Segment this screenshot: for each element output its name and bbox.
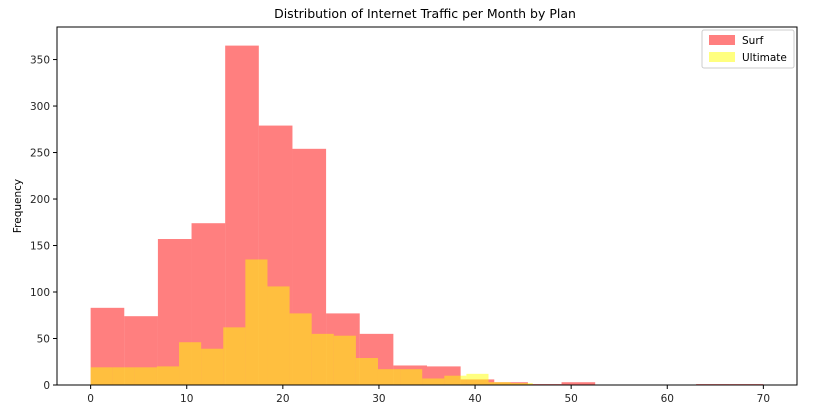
bar-ultimate-9 <box>289 313 312 385</box>
y-tick-label: 350 <box>30 55 50 67</box>
x-axis: 0 10 20 30 40 50 60 70 <box>87 385 770 405</box>
bar-ultimate-12 <box>355 358 378 385</box>
bar-ultimate-19 <box>510 383 533 385</box>
legend-swatch-ultimate <box>709 52 735 62</box>
x-tick-label: 40 <box>468 393 481 405</box>
x-tick-label: 10 <box>180 393 193 405</box>
bar-ultimate-4 <box>179 342 202 385</box>
y-tick-label: 200 <box>30 194 50 206</box>
bar-ultimate-3 <box>156 366 180 385</box>
y-tick-label: 300 <box>30 101 50 113</box>
x-tick-label: 60 <box>661 393 674 405</box>
x-tick-label: 20 <box>276 393 289 405</box>
bar-ultimate-11 <box>333 335 356 385</box>
bars-layer <box>90 45 764 386</box>
bar-ultimate-15 <box>422 378 445 385</box>
legend-label-surf: Surf <box>742 35 764 47</box>
bar-ultimate-6 <box>223 327 246 385</box>
legend: Surf Ultimate <box>701 29 795 69</box>
bar-surf-14 <box>561 382 596 385</box>
bar-ultimate-13 <box>377 369 401 385</box>
bar-ultimate-2 <box>134 367 157 385</box>
bar-ultimate-1 <box>112 367 135 385</box>
bar-ultimate-8 <box>267 286 290 385</box>
chart-title: Distribution of Internet Traffic per Mon… <box>274 6 576 21</box>
x-tick-label: 70 <box>757 393 770 405</box>
bar-ultimate-16 <box>444 375 467 385</box>
y-tick-label: 50 <box>37 334 50 346</box>
y-axis-label: Frequency <box>12 179 24 233</box>
x-tick-label: 0 <box>87 393 94 405</box>
y-tick-label: 0 <box>43 380 50 392</box>
bar-ultimate-18 <box>488 382 511 385</box>
plot-frame <box>56 26 798 386</box>
bar-ultimate-7 <box>245 259 268 385</box>
x-tick-label: 30 <box>372 393 385 405</box>
bar-ultimate-5 <box>201 348 224 385</box>
bar-ultimate-17 <box>466 373 489 385</box>
y-tick-label: 150 <box>30 241 50 253</box>
legend-swatch-surf <box>709 35 735 45</box>
bar-ultimate-14 <box>400 369 423 385</box>
y-tick-label: 250 <box>30 148 50 160</box>
y-axis: 0 50 100 150 200 250 300 350 <box>30 55 57 392</box>
legend-label-ultimate: Ultimate <box>742 52 787 64</box>
x-tick-label: 50 <box>564 393 577 405</box>
bar-ultimate-0 <box>90 367 113 385</box>
bar-ultimate-10 <box>311 333 334 385</box>
y-tick-label: 100 <box>30 287 50 299</box>
